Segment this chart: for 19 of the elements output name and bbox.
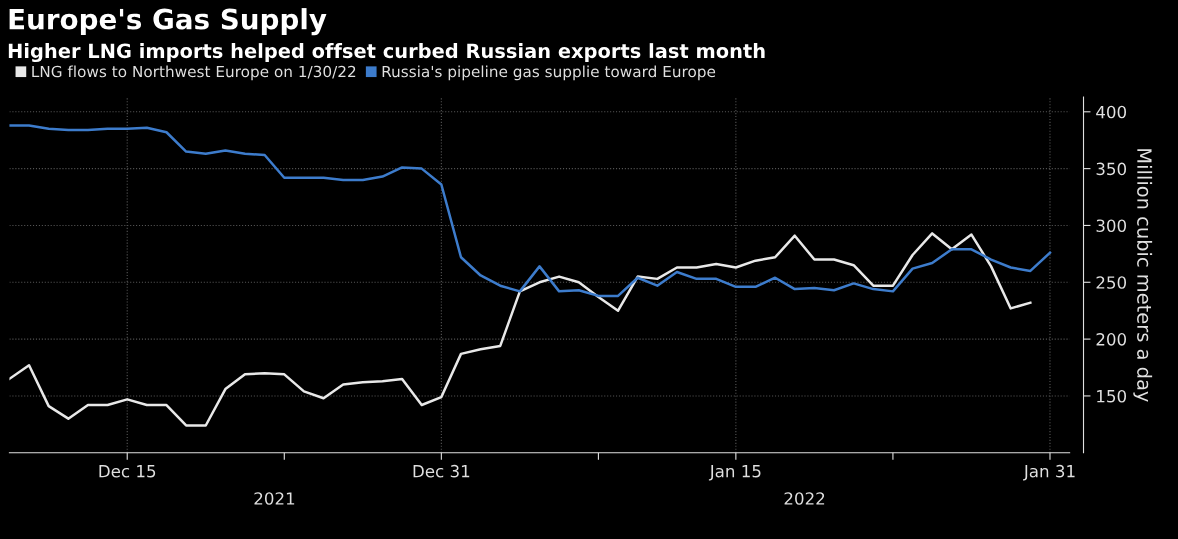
chart-title: Europe's Gas Supply	[9, 8, 327, 36]
y-tick-label: 200	[1096, 333, 1127, 346]
x-tick-label: Dec 31	[413, 464, 470, 478]
line-series	[9, 124, 1052, 298]
legend-label: LNG flows to Northwest Europe on 1/30/22	[32, 65, 356, 81]
y-tick-label: 400	[1096, 105, 1127, 119]
text: 2021	[254, 492, 295, 505]
y-tick-label: 350	[1096, 162, 1127, 176]
y-tick-label: 150	[1097, 389, 1127, 403]
chart-subtitle: Higher LNG imports helped offset curbed Russian exports last month	[8, 43, 765, 63]
x-tick-label: Jan 31	[1023, 464, 1075, 481]
x-tick-label: Dec 15	[99, 465, 156, 478]
line-series	[9, 232, 1032, 427]
y-tick-label: 250	[1096, 276, 1127, 289]
text: 2022	[784, 492, 825, 505]
y-axis-title: Million cubic meters a day	[1133, 149, 1153, 402]
x-tick-label: Jan 15	[708, 465, 761, 481]
y-tick-label: 300	[1096, 219, 1127, 233]
legend-label: Russia's pipeline gas supplie toward Europe	[382, 65, 716, 81]
